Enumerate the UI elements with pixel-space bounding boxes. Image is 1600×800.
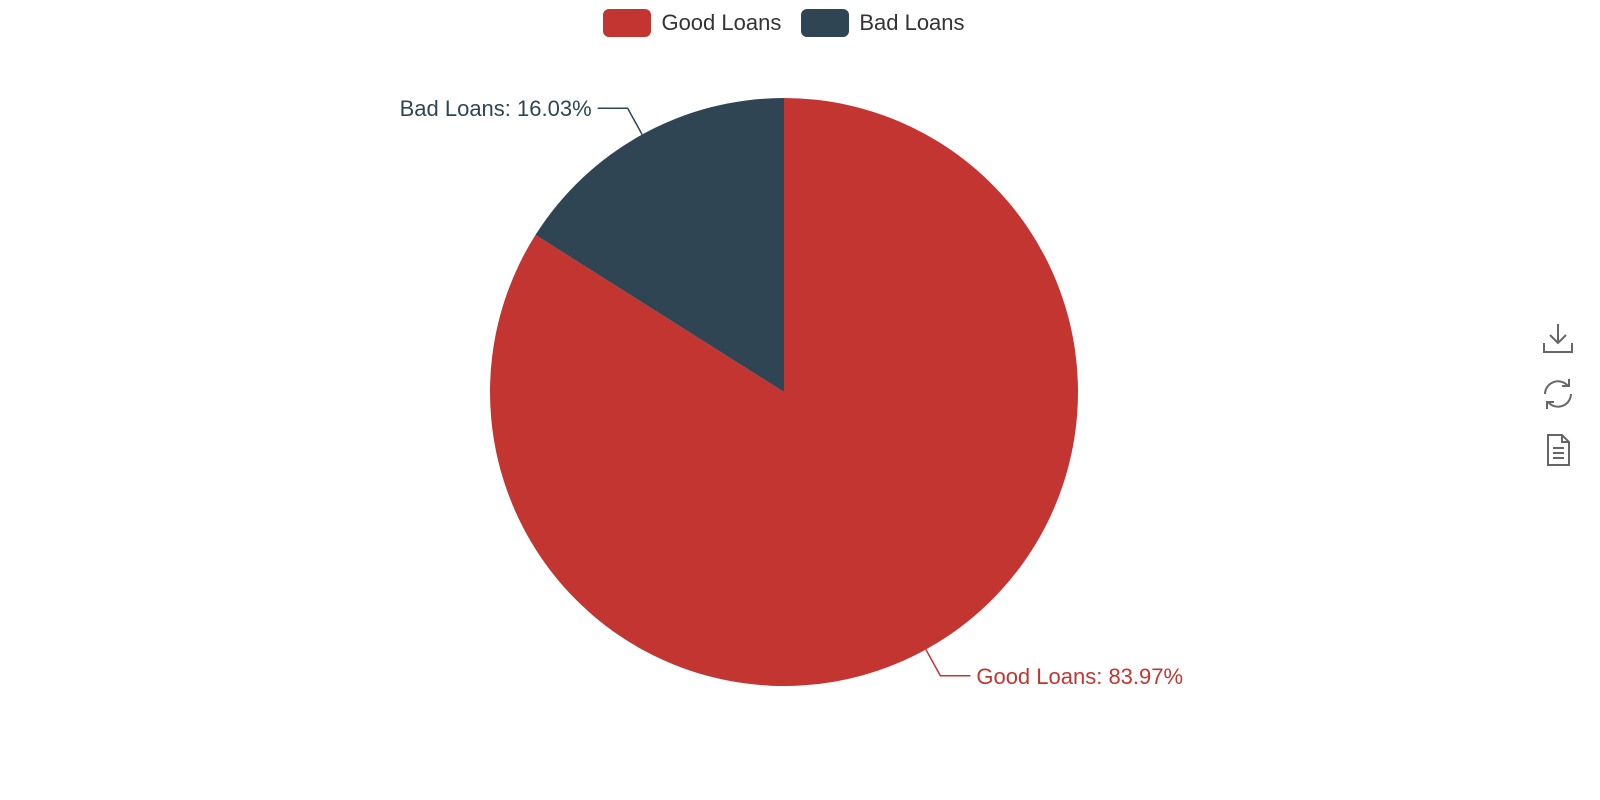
label-line-bad-loans xyxy=(597,107,643,135)
pie-slices xyxy=(489,98,1078,686)
pie-slice-bad-loans[interactable] xyxy=(535,98,784,392)
legend-item-bad-loans[interactable]: Bad Loans xyxy=(801,9,965,37)
legend-item-good-loans[interactable]: Good Loans xyxy=(603,9,781,37)
download-icon xyxy=(1543,324,1573,353)
label-line-good-loans xyxy=(925,649,971,677)
data-view-icon xyxy=(1547,434,1570,466)
toolbox xyxy=(1538,320,1578,468)
legend-label-good-loans: Good Loans xyxy=(661,10,782,35)
refresh-button[interactable] xyxy=(1540,376,1576,412)
chart-legend: Good Loans Bad Loans xyxy=(0,9,1584,37)
download-button[interactable] xyxy=(1540,320,1576,356)
data-view-button[interactable] xyxy=(1540,432,1576,468)
pie-labels: Good Loans: 83.97% Bad Loans: 16.03% xyxy=(400,96,1183,689)
data-label-good-loans: Good Loans: 83.97% xyxy=(976,664,1183,689)
pie-slice-good-loans[interactable] xyxy=(489,98,1078,686)
data-label-bad-loans: Bad Loans: 16.03% xyxy=(400,96,592,121)
refresh-icon xyxy=(1544,379,1572,409)
legend-label-bad-loans: Bad Loans xyxy=(859,10,965,35)
legend-swatch-bad-loans xyxy=(801,9,850,37)
legend-swatch-good-loans xyxy=(603,9,652,37)
